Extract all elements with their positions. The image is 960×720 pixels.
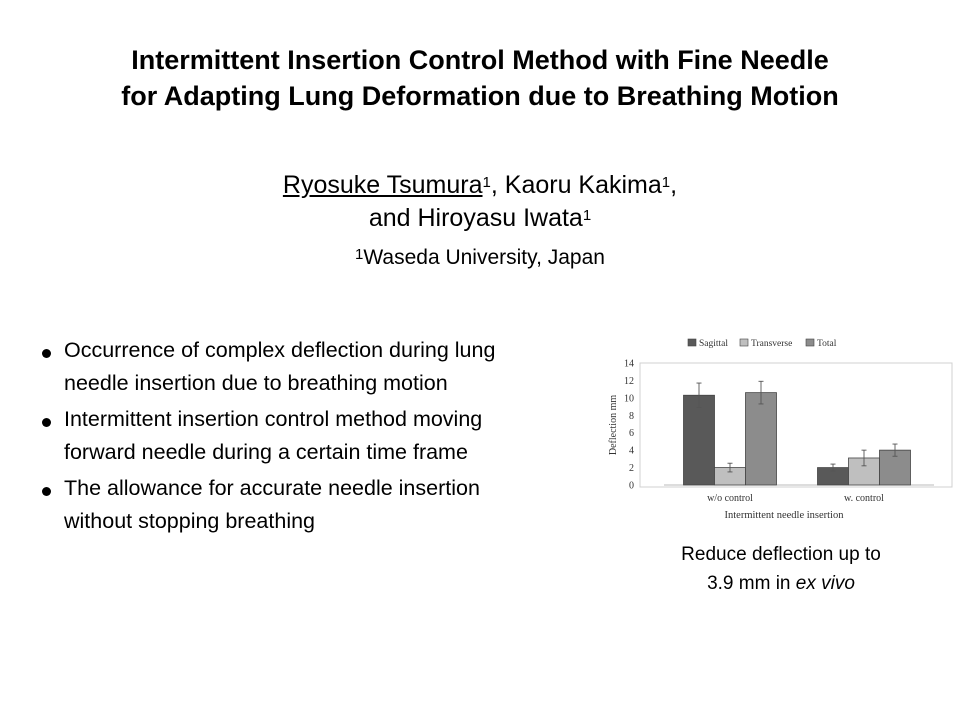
title-line-1: Intermittent Insertion Control Method wi… <box>131 45 829 75</box>
bullet-line: Occurrence of complex deflection during … <box>64 338 496 362</box>
bullet-line: The allowance for accurate needle insert… <box>64 476 480 500</box>
chart-legend: Sagittal Transverse Total <box>687 338 837 349</box>
bar-marks <box>683 380 911 486</box>
x-category-label: w. control <box>844 493 884 504</box>
bar-total <box>745 392 777 486</box>
author-affil-mark: 1 <box>661 174 671 191</box>
author-name: Kaoru Kakima <box>504 171 662 199</box>
bullet-list: Occurrence of complex deflection during … <box>40 334 610 541</box>
author-name: Hiroyasu Iwata <box>417 204 583 232</box>
bullet-item: Intermittent insertion control method mo… <box>40 403 610 469</box>
y-tick-label: 2 <box>629 463 634 474</box>
y-tick-label: 12 <box>624 376 634 387</box>
caption-text: 3.9 mm in <box>707 573 796 594</box>
x-category-label: w/o control <box>707 493 753 504</box>
author-separator: , <box>670 171 678 199</box>
bullet-dot-icon <box>42 487 51 496</box>
affiliation-text: Waseda University, Japan <box>363 246 605 269</box>
bar-sagittal <box>683 394 715 486</box>
x-axis-label: Intermittent needle insertion <box>725 510 845 521</box>
author-affil-mark: 1 <box>582 207 592 224</box>
legend-swatch-transverse <box>739 338 749 347</box>
affiliation-mark: 1 <box>355 246 364 263</box>
y-tick-label: 0 <box>629 481 634 492</box>
author-list: Ryosuke Tsumura1, Kaoru Kakima1, and Hir… <box>0 169 960 235</box>
legend-label-total: Total <box>817 339 837 349</box>
deflection-bar-chart: Sagittal Transverse Total 0 2 4 6 8 10 12 14 w/o … <box>608 338 953 521</box>
bullet-line: forward needle during a certain time fra… <box>64 440 468 464</box>
legend-label-transverse: Transverse <box>751 339 792 349</box>
bullet-item: The allowance for accurate needle insert… <box>40 472 610 538</box>
caption-emphasis: ex vivo <box>795 573 855 594</box>
y-axis-label: Deflection mm <box>608 395 619 455</box>
bullet-dot-icon <box>42 418 51 427</box>
bullet-line: without stopping breathing <box>64 509 316 533</box>
affiliation: 1Waseda University, Japan <box>0 244 960 272</box>
slide-title: Intermittent Insertion Control Method wi… <box>0 42 960 114</box>
legend-swatch-sagittal <box>687 338 697 347</box>
legend-swatch-total <box>805 338 815 347</box>
chart-caption: Reduce deflection up to 3.9 mm in ex viv… <box>596 540 960 598</box>
bullet-line: Intermittent insertion control method mo… <box>64 407 483 431</box>
author-line-2: and Hiroyasu Iwata1 <box>0 202 960 235</box>
y-tick-label: 6 <box>629 428 634 439</box>
title-line-2: for Adapting Lung Deformation due to Bre… <box>121 81 839 111</box>
bullet-item: Occurrence of complex deflection during … <box>40 334 610 400</box>
author-line-1: Ryosuke Tsumura1, Kaoru Kakima1, <box>0 169 960 202</box>
plot-area-frame <box>639 362 953 488</box>
author-conjunction: and <box>368 204 418 232</box>
y-tick-label: 10 <box>624 393 634 404</box>
legend-label-sagittal: Sagittal <box>699 339 728 349</box>
y-tick-label: 14 <box>624 359 634 370</box>
author-presenter: Ryosuke Tsumura <box>282 171 483 199</box>
author-affil-mark: 1 <box>482 174 491 191</box>
author-separator: , <box>490 171 505 199</box>
x-axis-categories: w/o control w. control <box>707 493 884 504</box>
y-tick-label: 8 <box>629 411 634 422</box>
bullet-dot-icon <box>42 349 51 358</box>
bullet-line: needle insertion due to breathing motion <box>64 371 448 395</box>
caption-line-1: Reduce deflection up to <box>681 544 881 565</box>
y-tick-label: 4 <box>629 446 634 457</box>
caption-line-2: 3.9 mm in ex vivo <box>596 569 960 598</box>
